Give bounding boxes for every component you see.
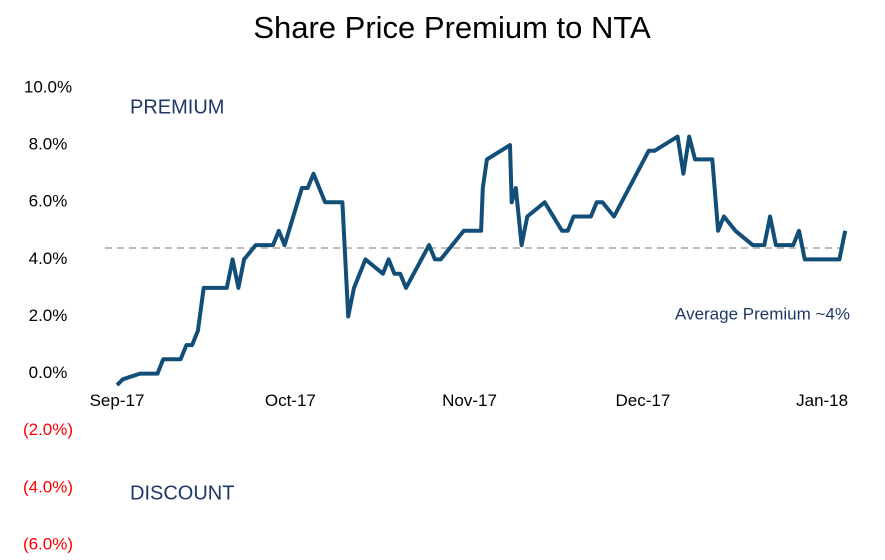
y-tick-label: (6.0%) xyxy=(23,534,73,553)
x-tick-label: Nov-17 xyxy=(442,391,497,410)
y-tick-label: (2.0%) xyxy=(23,420,73,439)
y-tick-label: 6.0% xyxy=(29,192,68,211)
x-tick-label: Sep-17 xyxy=(90,391,145,410)
annotation: PREMIUM xyxy=(130,96,224,118)
x-tick-label: Oct-17 xyxy=(265,391,316,410)
chart-title: Share Price Premium to NTA xyxy=(253,10,651,45)
x-tick-label: Jan-18 xyxy=(796,391,848,410)
y-tick-label: 2.0% xyxy=(29,306,68,325)
line-series xyxy=(115,134,848,387)
y-tick-label: 4.0% xyxy=(29,249,68,268)
annotation: DISCOUNT xyxy=(130,482,234,504)
y-tick-label: 8.0% xyxy=(29,135,68,154)
x-tick-label: Dec-17 xyxy=(616,391,671,410)
y-tick-label: 10.0% xyxy=(24,77,72,96)
y-tick-label: (4.0%) xyxy=(23,477,73,496)
y-tick-label: 0.0% xyxy=(29,363,68,382)
annotation: Average Premium ~4% xyxy=(675,304,850,323)
